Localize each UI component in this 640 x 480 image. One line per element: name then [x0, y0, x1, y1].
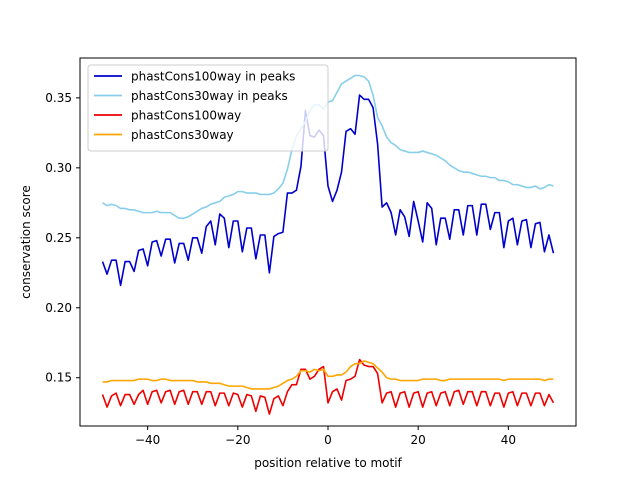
legend-entries: phastCons100way in peaks phastCons30way i… — [94, 70, 295, 142]
y-tick-label: 0.35 — [45, 91, 72, 105]
y-tick-label: 0.25 — [45, 231, 72, 245]
x-axis-label: position relative to motif — [254, 456, 402, 470]
x-tick-label: −40 — [135, 433, 160, 447]
x-tick-label: 40 — [501, 433, 516, 447]
x-tick-label: −20 — [225, 433, 250, 447]
legend-label-2: phastCons30way in peaks — [131, 89, 288, 103]
series-layer — [101, 74, 555, 415]
legend-label-4: phastCons30way — [131, 128, 234, 142]
legend-label-1: phastCons100way in peaks — [131, 70, 295, 84]
series-line-1 — [101, 94, 555, 287]
series-line-4 — [102, 360, 554, 390]
x-tick-label: 0 — [324, 433, 332, 447]
y-axis-ticks: 0.15 0.20 0.25 0.30 0.35 — [45, 91, 80, 385]
legend: phastCons100way in peaks phastCons30way i… — [87, 64, 329, 152]
legend-frame — [87, 64, 329, 152]
x-tick-label: 20 — [411, 433, 426, 447]
x-axis-ticks: −40 −20 0 20 40 — [135, 426, 516, 447]
y-tick-label: 0.30 — [45, 161, 72, 175]
y-tick-label: 0.20 — [45, 301, 72, 315]
legend-label-3: phastCons100way — [131, 109, 241, 123]
y-tick-label: 0.15 — [45, 371, 72, 385]
y-axis-label: conservation score — [19, 185, 33, 299]
series-line-3 — [101, 358, 555, 415]
